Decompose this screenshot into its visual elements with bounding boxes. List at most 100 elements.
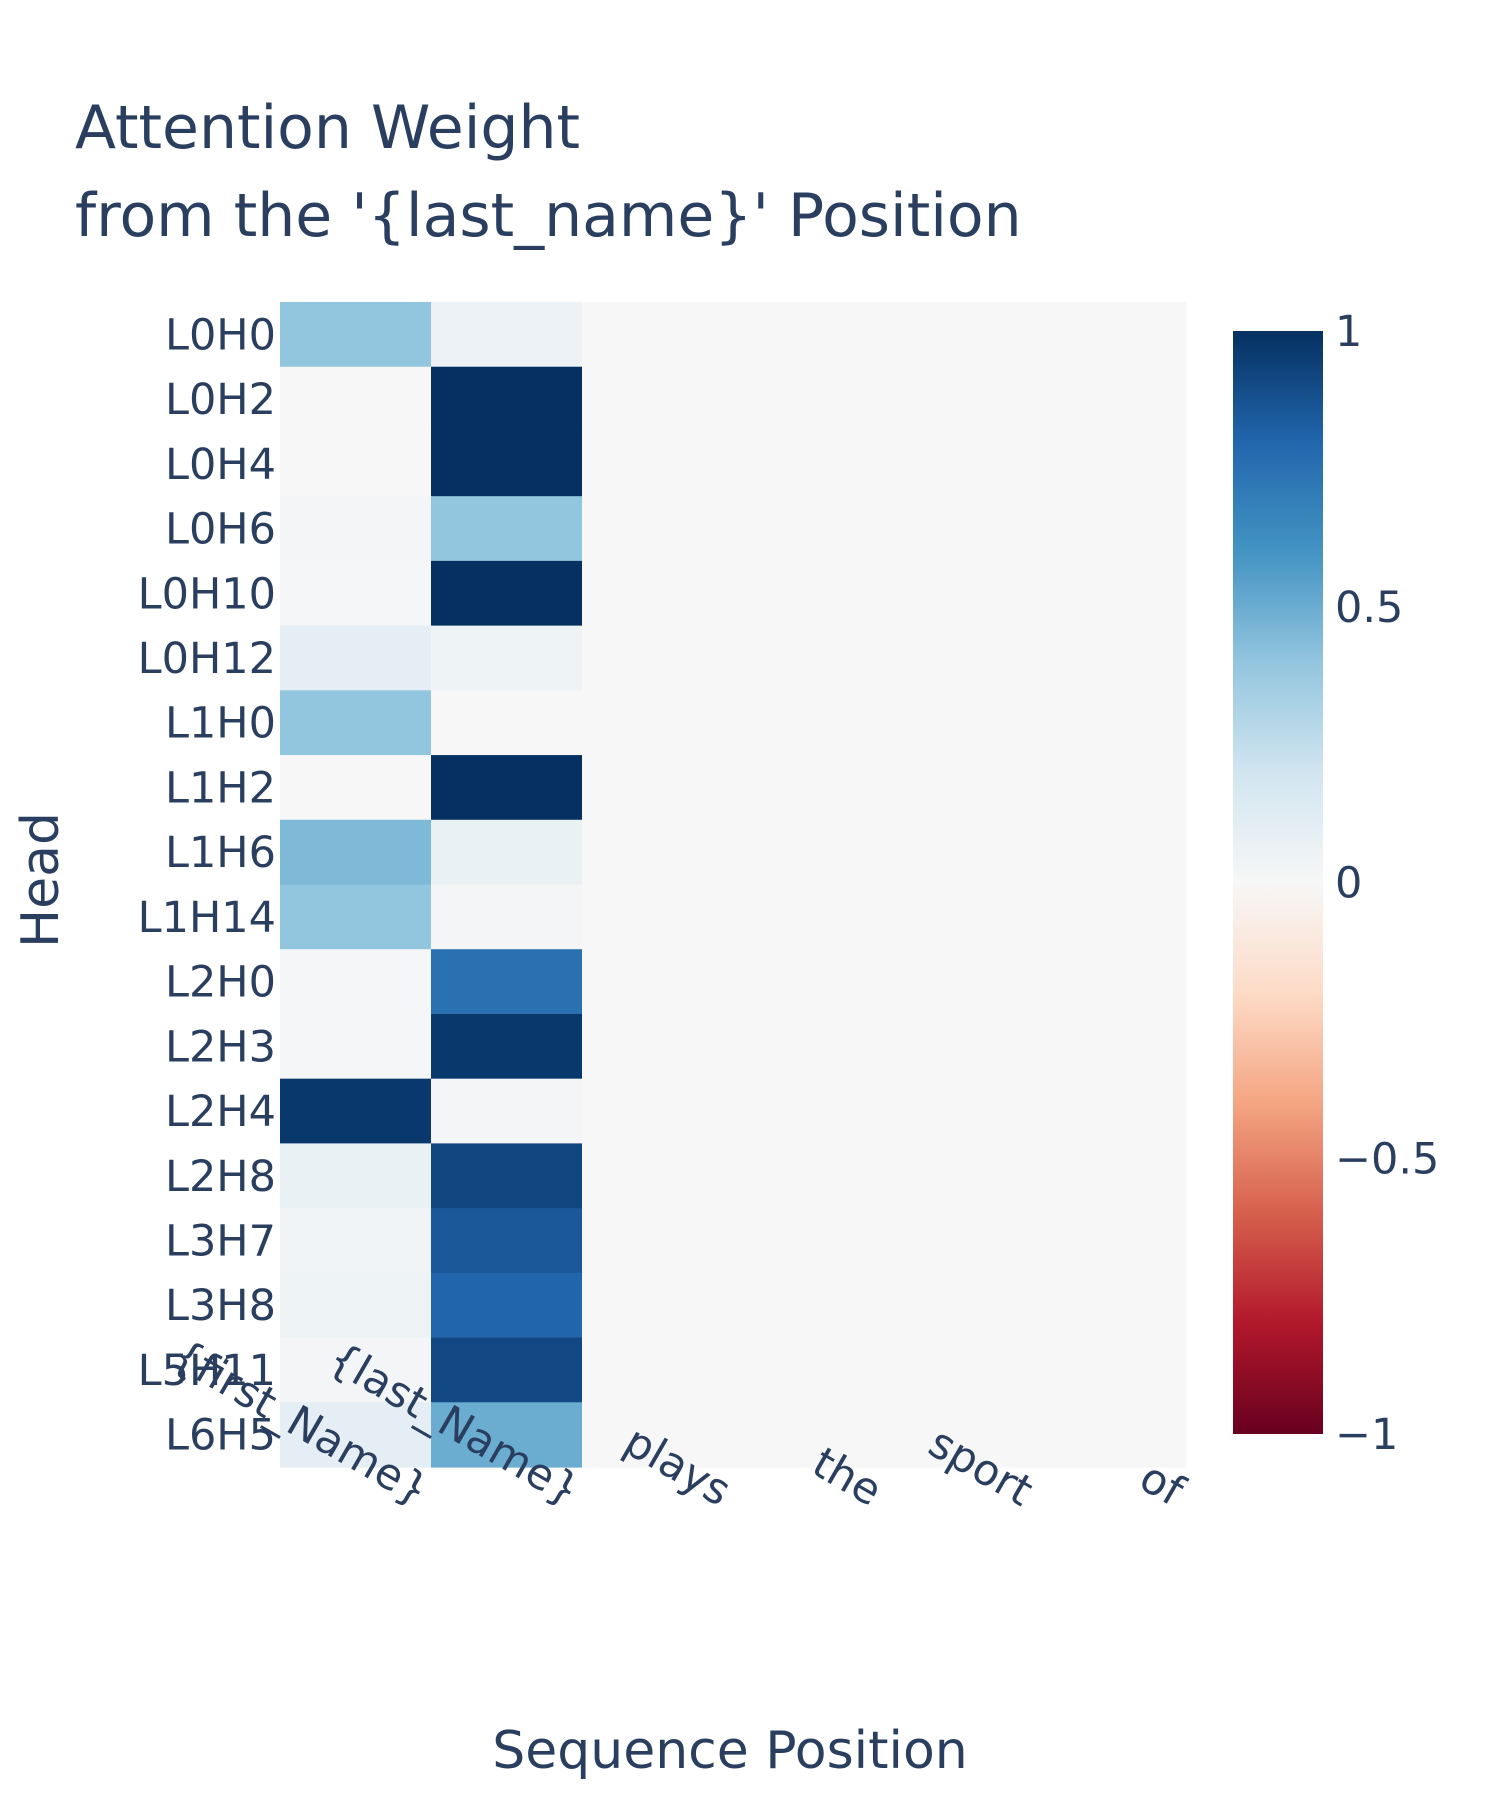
heatmap-cell: [884, 1272, 1036, 1339]
heatmap-cell: [733, 625, 885, 691]
heatmap-cell: [884, 366, 1036, 433]
heatmap-cell: [1035, 1013, 1187, 1080]
heatmap-cell: [1035, 366, 1187, 433]
heatmap-cell: [431, 1337, 583, 1403]
heatmap-cell: [733, 431, 885, 497]
heatmap-cell: [582, 690, 734, 756]
heatmap-cell: [733, 1078, 885, 1144]
heatmap-cell: [280, 302, 432, 368]
heatmap-cell: [280, 1402, 432, 1468]
y-tick-label: L1H0: [165, 699, 276, 749]
heatmap-cell: [280, 366, 432, 433]
y-axis-title: Head: [11, 812, 71, 948]
heatmap-cell: [1035, 755, 1187, 821]
y-axis-ticks: L0H0 L0H2 L0H4 L0H6 L0H10 L0H12 L1H0 L1H2 L1H6 L1…: [138, 310, 276, 1460]
heatmap-cell: [884, 1337, 1036, 1403]
heatmap-cell: [1035, 884, 1187, 950]
heatmap-cell: [733, 496, 885, 562]
y-tick-label: L2H3: [165, 1022, 276, 1072]
heatmap-cell: [733, 302, 885, 368]
y-tick-label: L0H0: [165, 310, 276, 360]
heatmap-cell: [431, 690, 583, 756]
heatmap-cell: [1035, 431, 1187, 497]
y-tick-label: L0H6: [165, 505, 276, 555]
colorbar-tick-label: 0: [1335, 859, 1362, 909]
heatmap-cell: [884, 625, 1036, 691]
y-tick-label: L1H2: [165, 763, 276, 813]
y-tick-label: L2H4: [165, 1087, 276, 1137]
heatmap-cell: [582, 1402, 734, 1468]
y-tick-label: L6H5: [165, 1411, 276, 1461]
heatmap-cell: [431, 1078, 583, 1144]
heatmap-cell: [280, 690, 432, 756]
heatmap-cell: [1035, 690, 1187, 756]
heatmap-cell: [884, 819, 1036, 886]
heatmap-cell: [733, 1013, 885, 1080]
y-tick-label: L0H2: [165, 375, 276, 425]
chart-title-line-2: from the '{last_name}' Position: [75, 181, 1022, 251]
heatmap-cell: [1035, 1208, 1187, 1274]
heatmap-cell: [733, 1402, 885, 1468]
heatmap-cell: [280, 819, 432, 886]
y-tick-label: L3H7: [165, 1216, 276, 1266]
heatmap-cell: [884, 755, 1036, 821]
colorbar-tick-label: 1: [1335, 307, 1362, 357]
heatmap-cell: [582, 496, 734, 562]
heatmap-cell: [280, 884, 432, 950]
heatmap-cell: [733, 1272, 885, 1339]
heatmap-cell: [582, 1013, 734, 1080]
heatmap-cell: [582, 1208, 734, 1274]
heatmap-cell: [884, 1402, 1036, 1468]
heatmap-cell: [733, 884, 885, 950]
heatmap-cell: [1035, 496, 1187, 562]
heatmap-cell: [582, 884, 734, 950]
heatmap-cell: [884, 1208, 1036, 1274]
heatmap-cell: [582, 1272, 734, 1339]
y-tick-label: L3H8: [165, 1281, 276, 1331]
colorbar: [1233, 331, 1323, 1434]
heatmap-cell: [431, 1013, 583, 1080]
heatmap-cell: [582, 1078, 734, 1144]
heatmap-cell: [1035, 560, 1187, 627]
heatmap-cell: [582, 949, 734, 1015]
colorbar-tick-label: 0.5: [1335, 583, 1403, 633]
heatmap-cell: [431, 560, 583, 627]
heatmap-cell: [733, 366, 885, 433]
y-tick-label: L1H14: [138, 893, 276, 943]
heatmap-cell: [884, 560, 1036, 627]
heatmap-cell: [733, 1208, 885, 1274]
heatmap-cell: [280, 949, 432, 1015]
heatmap-cell: [884, 884, 1036, 950]
heatmap-cell: [582, 302, 734, 368]
heatmap-cell: [431, 1402, 583, 1468]
heatmap-cell: [431, 1143, 583, 1209]
heatmap-cell: [431, 884, 583, 950]
heatmap-cell: [431, 819, 583, 886]
heatmap-cell: [1035, 625, 1187, 691]
heatmap-cell: [884, 302, 1036, 368]
heatmap-cell: [1035, 302, 1187, 368]
x-axis-title: Sequence Position: [492, 1721, 968, 1781]
heatmap-cell: [733, 949, 885, 1015]
heatmap-cell: [280, 1078, 432, 1144]
heatmap-cell: [431, 366, 583, 433]
heatmap-cell: [280, 755, 432, 821]
heatmap-cell: [431, 949, 583, 1015]
heatmap-cell: [431, 1208, 583, 1274]
heatmap-cell: [431, 496, 583, 562]
heatmap-cell: [733, 1143, 885, 1209]
y-tick-label: L2H8: [165, 1152, 276, 1202]
heatmap-cell: [884, 690, 1036, 756]
heatmap-cell: [1035, 949, 1187, 1015]
heatmap-cell: [1035, 1337, 1187, 1403]
colorbar-ticks: 1 0.5 0 −0.5 −1: [1335, 307, 1439, 1460]
heatmap-cell: [1035, 1402, 1187, 1468]
heatmap-cell: [582, 819, 734, 886]
y-tick-label: L1H6: [165, 828, 276, 878]
y-tick-label: L2H0: [165, 958, 276, 1008]
y-tick-label: L5H11: [138, 1346, 276, 1396]
y-tick-label: L0H4: [165, 440, 276, 490]
y-tick-label: L0H12: [138, 634, 276, 684]
heatmap-cell: [431, 302, 583, 368]
